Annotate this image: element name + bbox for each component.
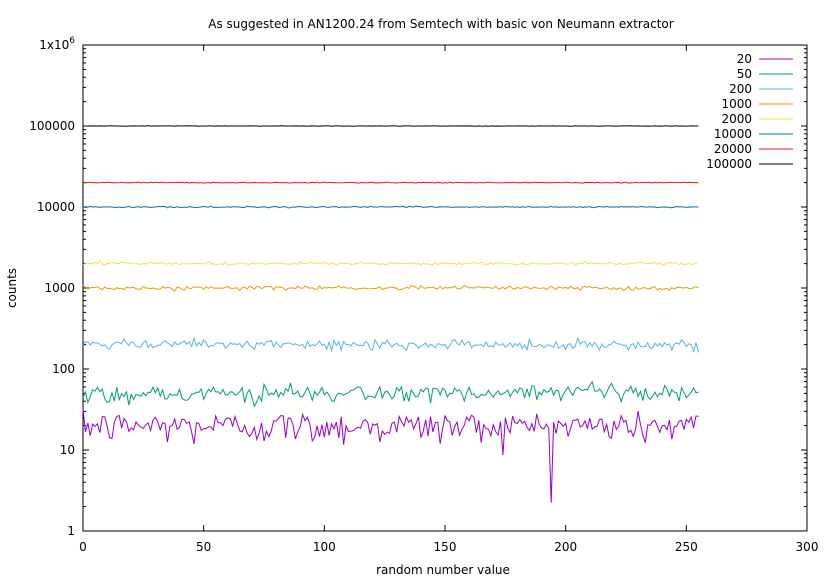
x-tick-label: 200 [554, 540, 577, 554]
legend-label-100000: 100000 [706, 157, 752, 171]
y-tick-label: 100 [52, 362, 75, 376]
legend-label-2000: 2000 [721, 112, 752, 126]
x-axis: 0 50 100 150 200 250 300 [79, 45, 818, 554]
chart-title: As suggested in AN1200.24 from Semtech w… [208, 17, 673, 31]
legend-label-200: 200 [729, 82, 752, 96]
legend-label-50: 50 [737, 67, 752, 81]
x-tick-label: 150 [434, 540, 457, 554]
y-tick-label: 1000 [44, 281, 75, 295]
series-line-2000 [82, 259, 699, 266]
y-tick-label: 10 [60, 443, 75, 457]
y-axis-label: counts [5, 268, 19, 308]
x-tick-label: 300 [796, 540, 819, 554]
legend-label-10000: 10000 [714, 127, 752, 141]
x-tick-label: 100 [313, 540, 336, 554]
series-line-200 [82, 336, 699, 354]
legend-label-20: 20 [737, 52, 752, 66]
x-axis-label: random number value [376, 563, 510, 577]
x-tick-label: 0 [79, 540, 87, 554]
y-tick-label: 1 [67, 524, 75, 538]
y-tick-label: 100000 [29, 119, 75, 133]
series-line-10000 [82, 205, 699, 209]
series-lines [82, 125, 699, 503]
series-line-20000 [82, 181, 699, 184]
y-tick-label: 1x106 [39, 36, 75, 52]
series-line-100000 [82, 125, 699, 127]
x-tick-label: 250 [675, 540, 698, 554]
y-axis: 1 10 100 1000 10000 100000 1x106 [29, 36, 807, 538]
x-tick-label: 50 [196, 540, 211, 554]
legend-label-1000: 1000 [721, 97, 752, 111]
y-tick-label: 10000 [37, 200, 75, 214]
series-line-20 [82, 408, 699, 503]
series-line-1000 [82, 284, 699, 292]
series-line-50 [82, 380, 699, 408]
legend-label-20000: 20000 [714, 142, 752, 156]
